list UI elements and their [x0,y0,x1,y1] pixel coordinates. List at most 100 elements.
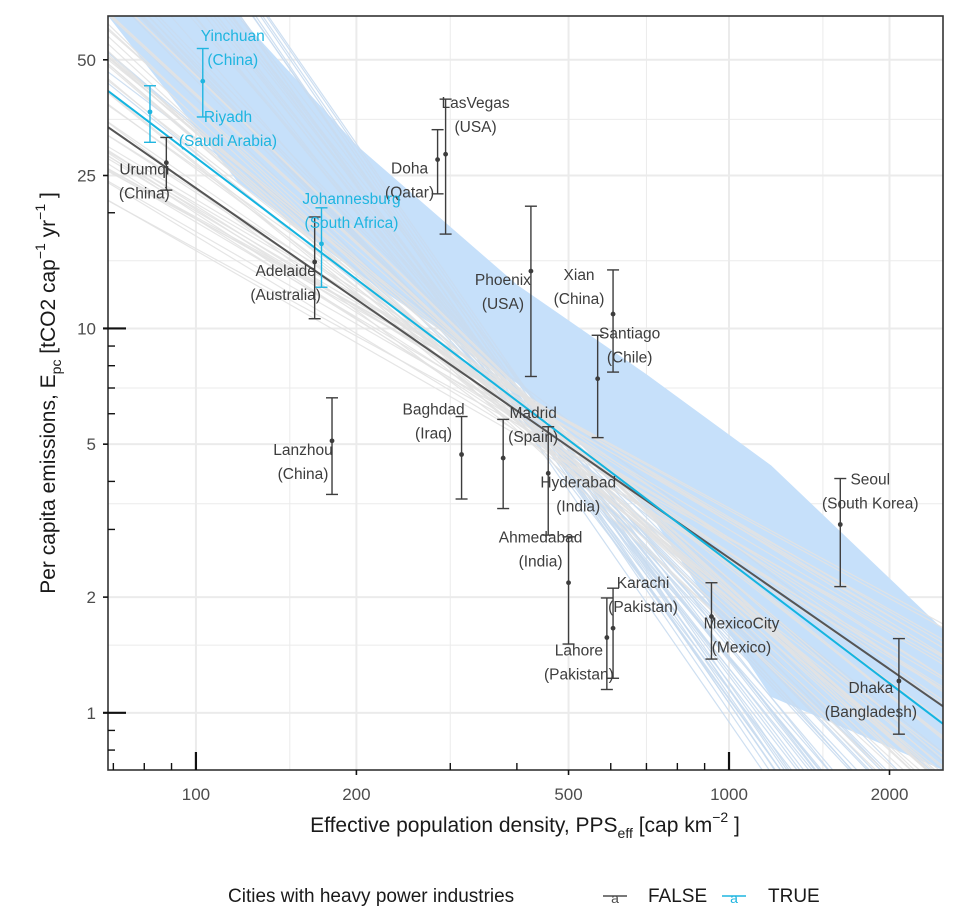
bootstrap-line-false [108,182,943,691]
bootstrap-line-false [108,50,885,770]
data-point-false [431,128,444,195]
point-marker [147,109,153,115]
fit-line-false [108,126,943,708]
city-label-country: (Spain) [508,429,558,446]
city-label-name: Lanzhou [273,442,332,459]
point-marker [329,438,335,444]
point-marker [500,455,506,461]
city-label-name: Lahore [555,643,603,660]
x-tick-label: 200 [342,785,370,804]
data-point-false [892,637,905,735]
point-marker [443,151,449,157]
point-marker [896,678,902,684]
x-tick-label: 1000 [710,785,748,804]
bootstrap-line-true [169,16,830,770]
y-tick-label: 1 [87,704,96,723]
city-label-country: (Iraq) [415,425,452,442]
y-tick-label: 10 [77,319,96,338]
point-marker [604,635,610,640]
city-label-name: Hyderabad [540,474,616,491]
bootstrap-line-true [252,16,777,770]
data-point-true [143,85,156,144]
data-point-false [600,597,613,691]
bootstrap-line-false [108,168,943,629]
city-labels-layer: Urumqi (China) Adelaide (Australia) Lanzhou (… [119,28,919,721]
bootstrap-line-true [251,16,788,770]
bootstrap-line-false [108,65,929,770]
bootstrap-line-true [229,16,830,770]
city-label-name: Adelaide [255,263,315,280]
bootstrap-line-false [108,59,943,741]
data-point-false [562,536,575,645]
city-label-country: (South Korea) [822,496,919,513]
legend-label-true: TRUE [768,886,820,907]
data-point-false [455,415,468,500]
data-point-false [834,477,847,588]
point-marker [566,580,571,586]
point-marker [610,311,616,317]
legend-title: Cities with heavy power industries [228,886,514,907]
city-label-country: (China) [554,291,605,308]
point-marker [595,376,601,382]
point-marker [837,522,843,527]
x-tick-label: 500 [554,785,582,804]
bootstrap-line-false [108,27,912,770]
city-label-country: (India) [519,554,563,571]
y-tick-label: 50 [77,51,96,70]
point-marker [312,259,318,265]
city-label-name: Madrid [509,405,556,422]
city-label-name: Phoenix [475,272,531,289]
city-label-country: (Australia) [250,287,321,304]
points-layer [143,47,905,735]
x-tick-label: 2000 [871,785,909,804]
data-point-false [497,418,510,510]
data-point-false [705,582,718,660]
data-point-false [607,269,620,373]
y-tick-label: 25 [77,167,96,186]
point-marker [200,78,206,84]
point-marker [319,241,324,247]
bootstrap-line-false [108,121,943,701]
city-label-name: Karachi [617,575,670,592]
legend-key-false[interactable]: a [603,890,627,906]
bootstrap-line-false [133,16,916,770]
data-point-false [439,98,452,235]
legend-key-true[interactable]: a [722,890,746,906]
city-label-country: (China) [119,186,170,203]
city-label-name: Seoul [850,472,890,489]
city-label-country: (South Africa) [305,215,399,232]
fit-lines-layer [108,90,943,725]
point-marker [709,614,714,619]
city-label-name: Urumqi [119,162,169,179]
x-axis-title: Effective population density, PPSeff [ca… [310,809,740,841]
city-label-name: Santiago [599,326,660,343]
legend-label-false: FALSE [648,886,707,907]
bootstrap-line-false [108,63,936,770]
point-marker [459,452,464,457]
bootstrap-line-false [108,151,943,644]
data-point-false [326,397,339,496]
city-label-country: (USA) [454,119,496,136]
city-label-name: Yinchuan [201,28,265,45]
y-tick-label: 5 [87,435,96,454]
city-label-country: (China) [278,466,329,483]
data-point-false [542,426,555,536]
city-label-name: MexicoCity [704,616,780,633]
data-point-false [524,205,537,378]
bootstrap-line-true [213,16,798,770]
city-label-country: (Pakistan) [544,667,614,684]
fit-line-true [108,90,943,725]
city-label-country: (China) [207,52,258,69]
city-label-country: (USA) [482,296,524,313]
city-label-country: (Qatar) [385,185,434,202]
panel-border [107,15,944,771]
legend: Cities with heavy power industries a FAL… [228,886,820,907]
data-point-true [196,47,209,118]
legend-key-false-glyph: a [611,890,619,906]
bootstrap-line-false [133,16,913,770]
data-point-true [315,207,328,288]
city-label-name: Ahmedabad [499,530,583,547]
x-tick-label: 100 [182,785,210,804]
